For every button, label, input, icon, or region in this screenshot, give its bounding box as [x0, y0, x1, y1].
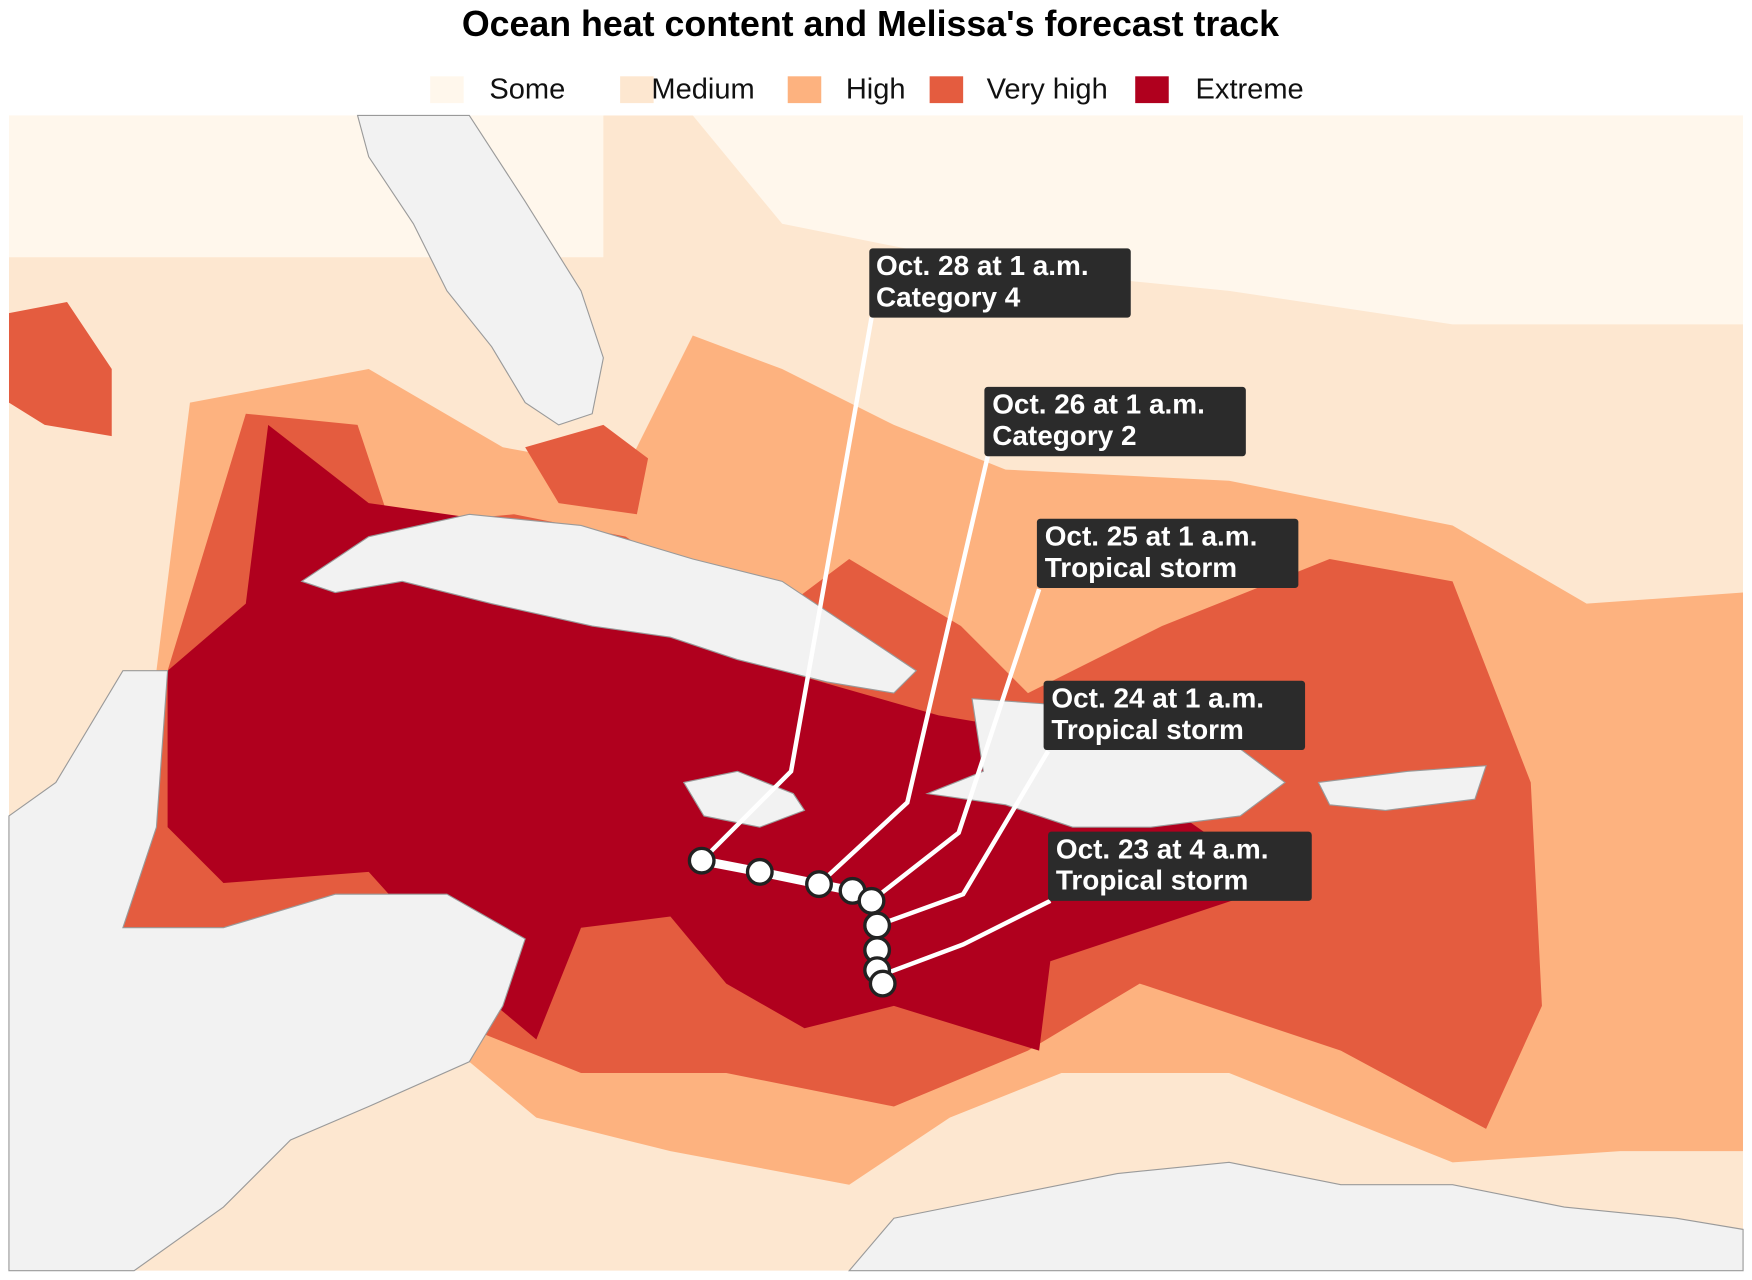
- annotation-category: Tropical storm: [1045, 552, 1237, 583]
- legend-swatch: [787, 76, 822, 104]
- leader-line: [817, 455, 990, 886]
- track-point: [687, 846, 716, 875]
- central-america: [8, 670, 526, 1272]
- florida: [356, 114, 604, 426]
- legend-label: High: [846, 73, 906, 105]
- legend-swatch: [929, 76, 964, 104]
- annotation-date: Oct. 25 at 1 a.m.: [1045, 521, 1258, 552]
- legend-label: Very high: [987, 73, 1108, 105]
- annotation-category: Category 4: [876, 281, 1021, 312]
- leader-line: [881, 898, 1052, 977]
- legend-label: Extreme: [1196, 73, 1304, 105]
- annotation-date: Oct. 24 at 1 a.m.: [1051, 683, 1264, 714]
- annotation-date: Oct. 23 at 4 a.m.: [1056, 833, 1269, 864]
- annotation-box: [1043, 680, 1306, 751]
- leader-line: [700, 317, 874, 863]
- land: [8, 114, 1744, 1272]
- legend-label: Medium: [651, 73, 754, 105]
- annotations: Oct. 28 at 1 a.m. Category 4 Oct. 26 at …: [869, 248, 1312, 901]
- puerto-rico: [1317, 765, 1487, 811]
- jamaica: [682, 770, 806, 828]
- forecast-track: [687, 317, 1052, 998]
- title: Ocean heat content and Melissa's forecas…: [462, 4, 1279, 44]
- legend-swatch: [1135, 76, 1169, 104]
- legend-label: Some: [489, 73, 565, 105]
- track-points: [687, 846, 897, 998]
- track-point: [868, 969, 897, 998]
- leader-line: [870, 588, 1042, 903]
- annotation-category: Category 2: [992, 420, 1136, 451]
- annotation-category: Tropical storm: [1056, 865, 1248, 896]
- legend-swatch: [430, 76, 464, 104]
- leader-line: [876, 750, 1050, 928]
- cuba: [300, 513, 918, 694]
- track-point: [857, 886, 886, 915]
- annotation-category: Tropical storm: [1051, 714, 1243, 745]
- track-point: [805, 870, 833, 899]
- track-point: [745, 857, 774, 886]
- annotation-date: Oct. 28 at 1 a.m.: [876, 250, 1089, 281]
- track-point: [863, 911, 892, 940]
- annotation-date: Oct. 26 at 1 a.m.: [992, 389, 1205, 420]
- legend: Some Medium High Very high Extreme: [430, 73, 1304, 105]
- annotation-box: [1048, 831, 1312, 901]
- annotation-box: [869, 248, 1131, 318]
- annotation-box: [1036, 518, 1299, 589]
- south-america: [847, 1161, 1744, 1272]
- legend-swatch: [620, 76, 654, 104]
- annotation-box: [984, 386, 1246, 457]
